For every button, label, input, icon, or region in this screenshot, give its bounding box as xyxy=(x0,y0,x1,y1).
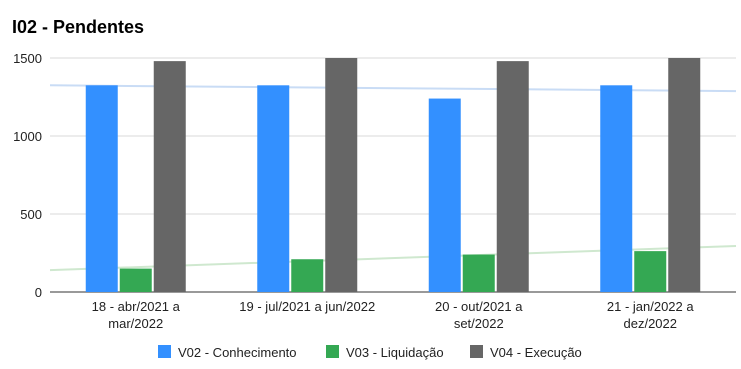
trendline xyxy=(49,84,737,93)
bar xyxy=(257,85,290,292)
legend-swatch xyxy=(470,345,483,358)
x-axis: 18 - abr/2021 a mar/2022 19 - jul/2021 a j… xyxy=(92,299,695,331)
x-tick-label: 19 - jul/2021 a jun/2022 xyxy=(239,299,375,314)
gridlines xyxy=(50,57,736,215)
legend-label: V04 - Execução xyxy=(490,345,582,360)
trendline xyxy=(49,244,737,272)
y-tick-label: 1500 xyxy=(13,51,42,66)
bar xyxy=(325,58,358,292)
bar xyxy=(291,259,324,292)
x-tick-label: set/2022 xyxy=(454,316,504,331)
x-tick-label: 18 - abr/2021 a xyxy=(92,299,181,314)
bar xyxy=(600,85,633,292)
legend-label: V02 - Conhecimento xyxy=(178,345,297,360)
legend-swatch xyxy=(158,345,171,358)
bar xyxy=(634,251,667,292)
bar xyxy=(85,85,118,292)
bar xyxy=(428,98,461,292)
bar xyxy=(153,61,186,293)
bar xyxy=(496,61,529,293)
legend: V02 - Conhecimento V03 - Liquidação V04 - … xyxy=(158,345,582,360)
trendlines xyxy=(49,84,737,272)
legend-swatch xyxy=(326,345,339,358)
x-tick-label: 21 - jan/2022 a xyxy=(607,299,695,314)
bars xyxy=(85,58,701,293)
x-tick-label: 20 - out/2021 a xyxy=(435,299,523,314)
y-tick-label: 500 xyxy=(20,207,42,222)
legend-label: V03 - Liquidação xyxy=(346,345,444,360)
bar xyxy=(462,254,495,292)
chart-title: I02 - Pendentes xyxy=(12,17,144,37)
x-tick-label: dez/2022 xyxy=(624,316,678,331)
y-tick-label: 0 xyxy=(35,285,42,300)
x-tick-label: mar/2022 xyxy=(108,316,163,331)
bar xyxy=(119,268,152,292)
bar xyxy=(668,58,701,292)
y-tick-label: 1000 xyxy=(13,129,42,144)
